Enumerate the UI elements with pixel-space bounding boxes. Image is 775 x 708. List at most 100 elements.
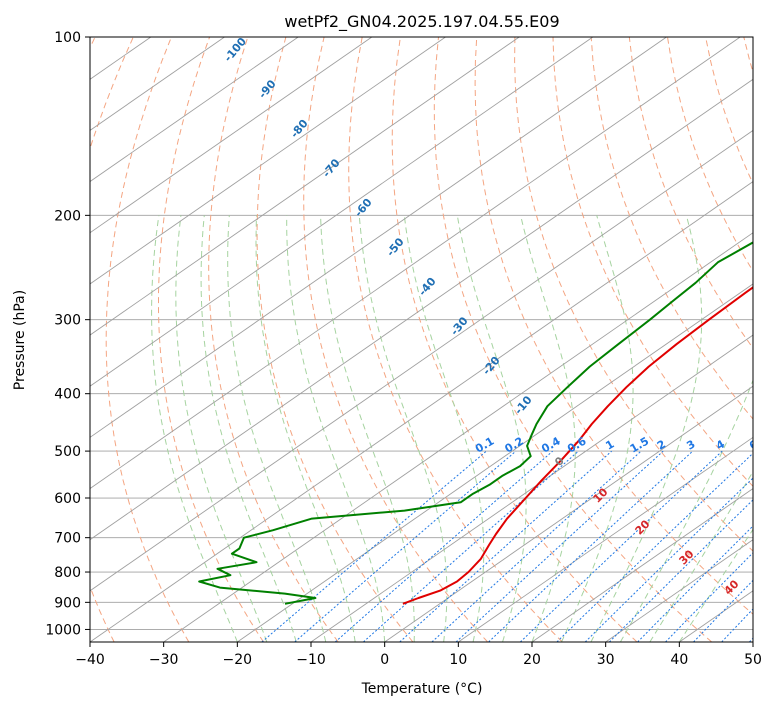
moist-adiabat [456,215,527,642]
dry-adiabat [0,37,57,642]
moist-adiabat [403,215,485,642]
isotherm-gridline [310,334,753,642]
mixing-ratio-line [294,450,517,642]
y-tick-label: 900 [54,595,81,611]
isotherm-gridline [90,37,446,285]
dry-adiabat [433,37,713,642]
isotherm-gridline [605,539,753,642]
isotherm-gridline [458,436,753,642]
moist-adiabat [561,215,634,642]
mixing-ratio-line [488,450,694,642]
isotherm-label: -30 [448,314,471,338]
y-axis-label: Pressure (hPa) [12,290,28,390]
dry-adiabat [705,37,753,185]
x-tick-label: 30 [597,652,615,668]
moist-adiabat [175,215,268,642]
mixing-ratio-label: 0.4 [539,434,563,455]
x-tick-label: 10 [449,652,467,668]
mixing-ratio-line [584,477,753,642]
x-tick-label: 0 [380,652,389,668]
mixing-ratio-line [363,450,579,642]
grid-layer [0,37,753,642]
isotherm-label: -90 [256,77,279,101]
isoline-label-layer: 0.10.20.40.611.52346810131620253036-100-… [221,35,760,598]
warm-isotherm-label: 30 [677,547,697,567]
isotherm-label: -70 [320,156,343,180]
x-tick-label: −20 [223,652,253,668]
isotherm-label: -40 [416,275,439,299]
warm-isotherm-label: 10 [591,485,611,505]
isotherm-gridline [384,385,753,642]
moist-adiabat [200,215,297,642]
dry-adiabat [743,37,753,74]
isotherm-label: -100 [221,35,249,65]
dry-adiabat [348,37,563,642]
moist-adiabat [358,215,448,642]
mixing-ratio-line [637,525,753,642]
x-tick-label: 50 [744,652,762,668]
dry-adiabat [208,37,339,642]
mixing-ratio-line [399,450,613,642]
isotherm-gridline [163,232,753,642]
mixing-ratio-line [455,450,664,642]
temperature-profile-line [402,286,753,605]
mixing-ratio-line [519,450,723,642]
dry-adiabat [105,37,190,642]
isotherm-gridline [90,37,373,234]
mixing-ratio-label: 1 [603,438,616,453]
isotherm-gridline [90,129,753,592]
mixing-ratio-line [261,450,487,642]
moist-adiabat [286,215,386,642]
mixing-ratio-label: 0.1 [473,435,496,456]
isotherm-label: -60 [352,196,375,220]
isotherm-label: -50 [384,235,407,259]
moist-adiabat [678,528,753,642]
isotherm-label: -10 [512,393,535,417]
y-tick-label: 500 [54,444,81,460]
isotherm-gridline [531,487,753,642]
plot-frame [89,36,754,643]
x-tick-label: −30 [149,652,179,668]
dry-adiabat [90,37,134,642]
dry-adiabat [391,37,638,642]
chart-title: wetPf2_GN04.2025.197.04.55.E09 [284,12,559,32]
mixing-ratio-label: 2 [655,438,668,453]
mixing-ratio-label: 3 [684,438,697,453]
moist-adiabat [320,215,415,642]
mixing-ratio-line [665,552,753,642]
x-tick-label: 20 [523,652,541,668]
mixing-ratio-line [693,579,753,642]
y-tick-label: 400 [54,387,81,403]
dry-adiabat [158,37,264,642]
mixing-ratio-label: 6 [747,437,760,452]
isotherm-gridline [90,37,520,336]
mixing-ratio-line [431,450,642,642]
moist-adiabat [649,470,753,642]
moist-adiabat [590,215,703,642]
moist-adiabat [227,215,327,642]
y-tick-label: 700 [54,531,81,547]
isotherm-gridline [90,37,741,490]
moist-adiabat [520,215,576,642]
y-tick-label: 200 [54,208,81,224]
isotherm-gridline [90,37,225,131]
dry-adiabat [303,37,488,642]
data-layer [198,241,753,605]
moist-adiabat [151,215,238,642]
isotherm-gridline [90,181,753,642]
y-tick-label: 600 [54,491,81,507]
mixing-ratio-label: 0.6 [565,434,589,455]
y-tick-label: 100 [54,30,81,46]
mixing-ratio-label: 1.5 [628,435,651,456]
moist-adiabat [255,215,356,642]
isotherm-gridline [90,37,299,183]
dry-adiabat [256,37,414,642]
isotherm-gridline [90,78,753,541]
x-tick-label: −10 [296,652,326,668]
isotherm-gridline [752,641,753,642]
mixing-ratio-line [721,608,753,642]
mixing-ratio-line [556,452,753,642]
isotherm-gridline [237,283,753,642]
y-tick-label: 300 [54,313,81,329]
